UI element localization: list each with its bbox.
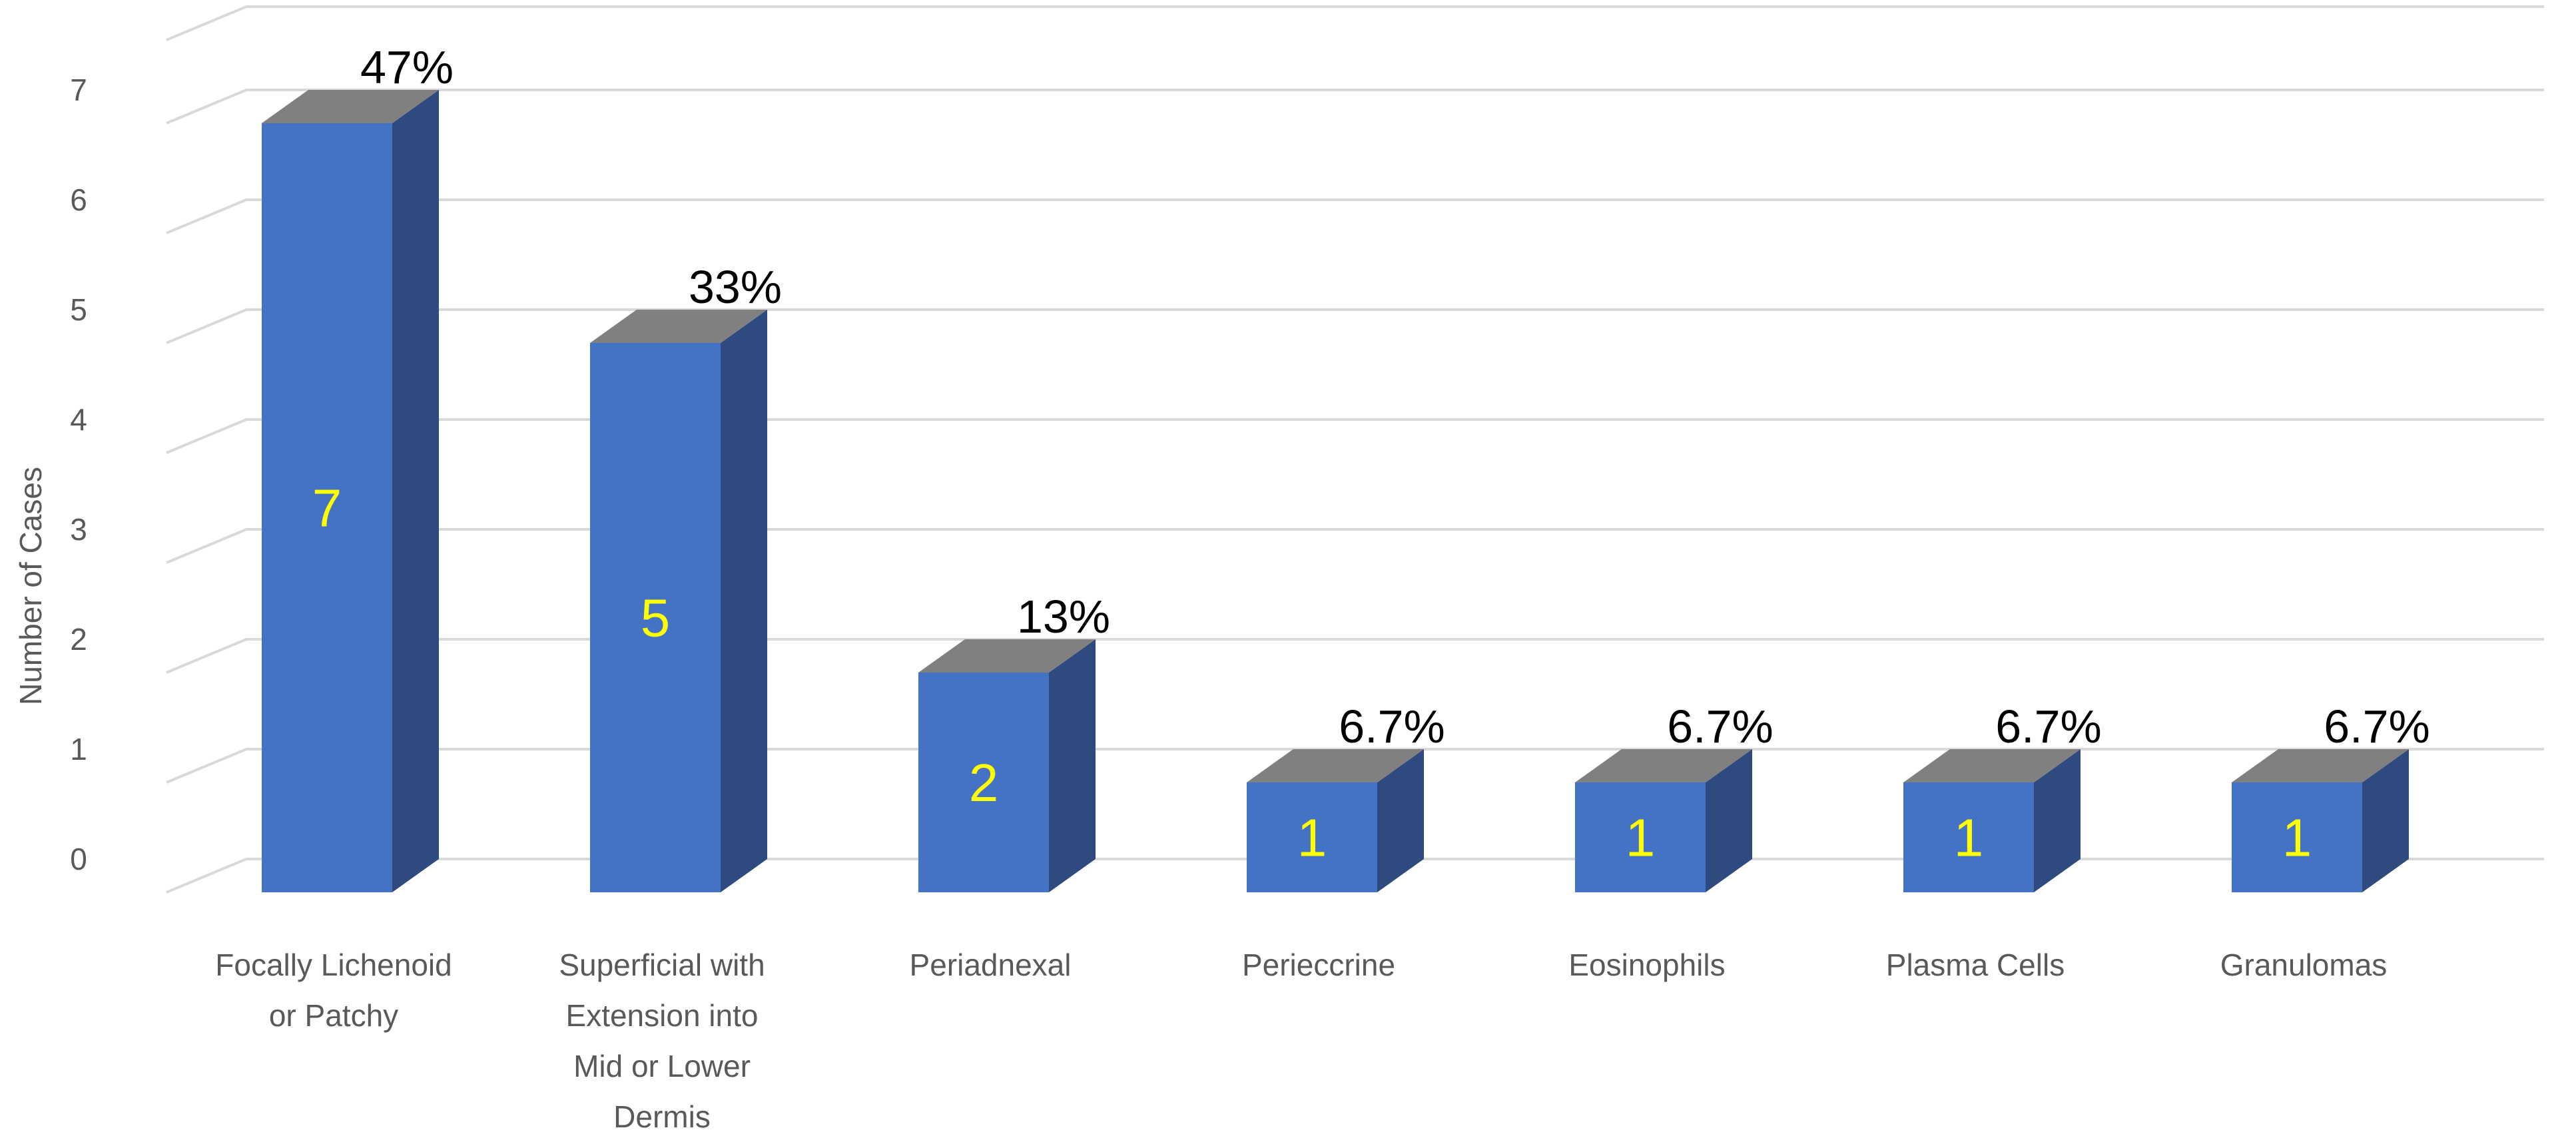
bar-front-face [1903, 782, 2034, 892]
bar: 2 13% [918, 591, 1110, 892]
bar-percent-label: 6.7% [2324, 701, 2430, 752]
gridline [166, 748, 2544, 784]
x-category-label: Superficial with [559, 948, 765, 982]
bar-value-label: 1 [1954, 808, 1984, 868]
gridline [166, 638, 2544, 674]
bar-side-face [1049, 639, 1096, 892]
y-tick-label: 7 [70, 73, 87, 107]
y-tick-label: 5 [70, 292, 87, 327]
bar: 1 6.7% [1903, 701, 2102, 892]
bar-front-face [590, 343, 721, 892]
bar-side-face [2034, 749, 2081, 892]
gridline [166, 5, 2544, 41]
gridline [166, 89, 2544, 125]
bar-value-label: 2 [969, 753, 999, 812]
bar-front-face [1575, 782, 1706, 892]
bar-side-face [1377, 749, 1424, 892]
bar: 7 47% [262, 41, 454, 892]
x-axis-categories: Focally Lichenoid or Patchy Superficial wi… [215, 948, 2387, 1134]
bar-top-face [262, 90, 439, 123]
x-category-label: Eosinophils [1568, 948, 1725, 982]
bar-front-face [918, 673, 1049, 892]
y-axis-ticks: 0 1 2 3 4 5 6 7 [70, 73, 87, 876]
y-tick-label: 3 [70, 512, 87, 547]
bar: 1 6.7% [2232, 701, 2430, 892]
x-category-label: Mid or Lower [573, 1049, 751, 1083]
bar-side-face [2362, 749, 2409, 892]
grid-lines [166, 5, 2544, 894]
y-tick-label: 6 [70, 182, 87, 217]
bar-percent-label: 33% [689, 261, 782, 313]
x-category-label: Granulomas [2220, 948, 2388, 982]
bars: 7 47% 5 33% 2 13% 1 6.7% 1 6.7% 1 6.7% 1 6.7% [262, 41, 2430, 892]
bar-value-label: 1 [1297, 808, 1327, 868]
bar-percent-label: 47% [360, 41, 454, 93]
bar-side-face [1706, 749, 1752, 892]
y-tick-label: 0 [70, 842, 87, 876]
y-tick-label: 1 [70, 732, 87, 766]
bar-value-label: 1 [2282, 808, 2312, 868]
bar: 5 33% [590, 261, 782, 892]
x-category-label: Periadnexal [910, 948, 1072, 982]
gridline [166, 308, 2544, 344]
bar-side-face [721, 310, 767, 892]
bar-front-face [262, 123, 392, 892]
gridline [166, 858, 2544, 894]
bar-percent-label: 6.7% [1995, 701, 2102, 752]
x-category-label: Dermis [613, 1099, 711, 1134]
y-tick-label: 2 [70, 622, 87, 657]
x-category-label: Plasma Cells [1886, 948, 2065, 982]
bar-percent-label: 6.7% [1339, 701, 1445, 752]
bar-top-face [1903, 749, 2081, 782]
gridline [166, 198, 2544, 234]
y-tick-label: 4 [70, 402, 87, 437]
y-axis-title: Number of Cases [13, 467, 48, 705]
bar-front-face [2232, 782, 2362, 892]
x-category-label: Periеccrine [1242, 948, 1395, 982]
bar-value-label: 5 [641, 589, 671, 648]
bar: 1 6.7% [1247, 701, 1445, 892]
x-category-label: Extension into [566, 998, 759, 1033]
bar-top-face [2232, 749, 2409, 782]
bar-top-face [590, 310, 767, 343]
x-category-label: Focally Lichenoid [215, 948, 452, 982]
bar-front-face [1247, 782, 1377, 892]
bar-value-label: 1 [1626, 808, 1656, 868]
bar-side-face [392, 90, 439, 892]
gridline [166, 418, 2544, 454]
gridline [166, 528, 2544, 564]
bar-value-label: 7 [312, 479, 342, 538]
bar-top-face [1575, 749, 1752, 782]
bar-percent-label: 6.7% [1667, 701, 1773, 752]
bar: 1 6.7% [1575, 701, 1773, 892]
x-category-label: or Patchy [269, 998, 398, 1033]
bar-top-face [1247, 749, 1424, 782]
bar-percent-label: 13% [1017, 591, 1110, 643]
bar-top-face [918, 639, 1096, 673]
